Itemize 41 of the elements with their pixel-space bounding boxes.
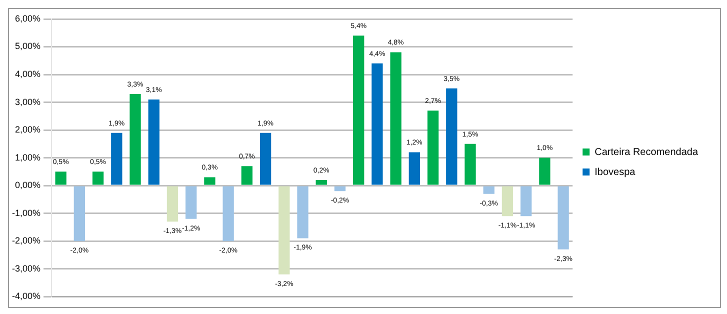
y-tick-label: -4,00% [12,291,41,302]
legend-label: Carteira Recomendada [594,146,698,158]
bar [464,144,476,185]
bar [278,186,290,274]
bar [241,166,253,185]
bar [260,132,272,185]
bar [427,110,439,185]
bar [148,100,160,185]
bar [74,186,86,242]
y-tick-label: 1,00% [14,152,41,162]
bar [166,186,178,222]
legend-label: Ibovespa [594,166,636,178]
bar [408,152,420,185]
bar [222,186,234,242]
y-tick-label: 2,00% [14,124,41,135]
bar [372,63,383,185]
bar [186,186,197,219]
y-tick-label: 0,00% [14,180,41,190]
bar [297,186,308,238]
bar [446,88,458,185]
bar [130,94,141,185]
y-tick-label: -1,00% [12,208,41,218]
bar [502,186,514,216]
y-tick-label: 6,00% [14,13,41,24]
bar [558,186,569,250]
bar [111,132,122,185]
y-tick-label: 5,00% [14,41,41,52]
bar [316,180,327,185]
bar [390,52,402,185]
bar [539,158,550,185]
bar [520,186,532,216]
bar [92,172,104,185]
y-tick-label: -3,00% [12,263,41,274]
bar [204,177,216,185]
y-tick-label: -2,00% [12,236,41,246]
bar [353,36,364,185]
bar [55,172,66,185]
bar [483,186,494,194]
bar [334,186,346,192]
y-tick-label: 4,00% [14,69,41,80]
y-tick-label: 3,00% [14,96,41,107]
